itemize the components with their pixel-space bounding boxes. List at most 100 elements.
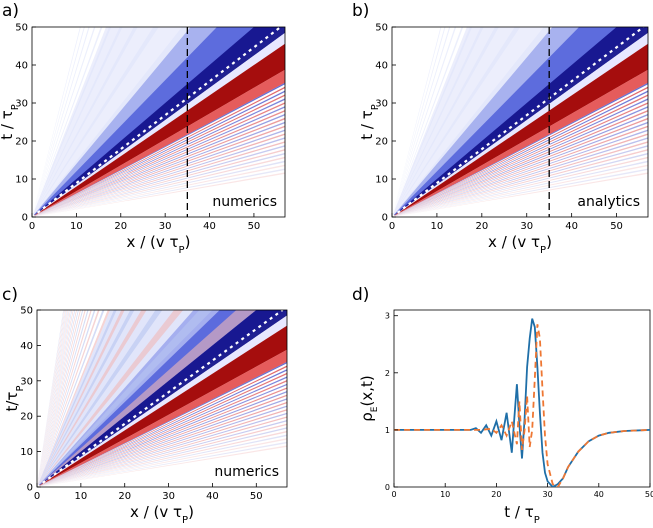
upper-stripe-band — [32, 27, 96, 217]
upper-stripe-band — [37, 310, 257, 487]
upper-stripe-band — [37, 310, 67, 487]
plot-frame — [36, 309, 288, 488]
striation-band — [37, 427, 287, 487]
striation-band — [37, 383, 287, 487]
upper-stripe-band — [37, 310, 100, 487]
upper-stripe-band — [37, 310, 92, 487]
striation-band — [37, 420, 287, 487]
striation-band — [392, 156, 648, 217]
striation-band — [32, 137, 285, 217]
striation-band — [37, 365, 287, 487]
upper-stripe-band — [392, 27, 446, 217]
y-tick-label: 50 — [15, 23, 28, 34]
upper-stripe-band — [37, 310, 213, 487]
striation-band — [37, 409, 287, 487]
upper-stripe-band — [37, 310, 73, 487]
upper-stripe-band — [37, 310, 65, 487]
x-tick-label: 30 — [520, 221, 533, 232]
y-tick-label: 0 — [27, 483, 33, 494]
x-tick-label: 0 — [389, 221, 395, 232]
upper-stripe-band — [37, 310, 117, 487]
striation-band — [32, 109, 285, 217]
y-tick-label: 2 — [385, 369, 390, 378]
striation-band — [37, 369, 287, 487]
x-tick-label: 0 — [391, 490, 396, 499]
x-tick-label: 40 — [206, 491, 219, 502]
y-tick-label: 0 — [385, 483, 390, 492]
y-tick-label: 20 — [15, 137, 28, 148]
striation-band — [392, 113, 648, 217]
striation-band — [392, 102, 648, 217]
y-tick-label: 50 — [20, 306, 33, 317]
heatmap-panel-c: 0 10 20 30 40 50 0 10 20 30 40 50 x / (v τP) t/τP nume… — [3, 306, 288, 526]
y-tick-label: 20 — [375, 137, 388, 148]
striation-band — [32, 113, 285, 217]
striation-band — [32, 133, 285, 217]
striation-band — [32, 117, 285, 217]
striation-band — [392, 82, 648, 217]
dotted-white-diagonal — [32, 27, 282, 217]
red-core-band — [392, 43, 648, 217]
upper-stripe-band — [37, 310, 89, 487]
y-tick-label: 10 — [15, 175, 28, 186]
striation-band — [392, 129, 648, 217]
y-tick-label: 40 — [375, 61, 388, 72]
upper-stripe-band — [37, 310, 147, 487]
striation-band — [32, 90, 285, 217]
upper-stripe-band — [37, 310, 68, 487]
x-tick-label: 30 — [159, 221, 172, 232]
y-tick-label: 30 — [375, 99, 388, 110]
plot-frame — [31, 26, 286, 218]
y-tick-label: 10 — [375, 175, 388, 186]
upper-stripe-band — [392, 27, 457, 217]
upper-stripe-band — [392, 27, 464, 217]
y-tick-label: 30 — [15, 99, 28, 110]
y-tick-label: 0 — [22, 213, 28, 224]
x-tick-label: 50 — [645, 490, 653, 499]
heatmap-field — [392, 27, 648, 217]
x-tick-label: 0 — [29, 221, 35, 232]
x-tick-label: 10 — [74, 491, 87, 502]
upper-stripe-band — [392, 27, 521, 217]
x-axis-label: x / (v τP) — [488, 233, 552, 256]
heatmap-field — [32, 27, 285, 217]
striation-band — [392, 168, 648, 217]
striation-band — [32, 145, 285, 217]
striation-band — [37, 361, 287, 487]
striation-band — [32, 129, 285, 217]
upper-stripe-band — [37, 310, 96, 487]
series-line-dashed — [394, 324, 650, 487]
upper-stripe-band — [37, 310, 69, 487]
y-tick-label: 10 — [20, 447, 33, 458]
upper-stripe-band — [37, 310, 79, 487]
upper-stripe-band — [32, 27, 123, 217]
y-tick-label: 40 — [20, 341, 33, 352]
striation-band — [37, 412, 287, 487]
striation-band — [37, 398, 287, 487]
striation-band — [392, 117, 648, 217]
y-axis-label: t/τP — [3, 386, 26, 412]
striation-band — [392, 106, 648, 217]
upper-stripe-band — [392, 27, 553, 217]
striation-band — [37, 434, 287, 487]
striation-band — [37, 372, 287, 487]
upper-stripe-band — [32, 27, 138, 217]
y-tick-label: 1 — [385, 426, 390, 435]
heatmap-field — [37, 310, 287, 487]
panel-label: c) — [2, 285, 18, 305]
panel-annotation: analytics — [577, 194, 640, 210]
striation-band — [32, 102, 285, 217]
striation-band — [392, 141, 648, 217]
striation-band — [392, 90, 648, 217]
striation-band — [32, 82, 285, 217]
upper-stripe-band — [32, 27, 90, 217]
striation-band — [32, 106, 285, 217]
panel-annotation: numerics — [212, 194, 277, 210]
upper-stripe-band — [37, 310, 66, 487]
y-tick-label: 50 — [375, 23, 388, 34]
x-axis-label: t / τP — [504, 503, 540, 526]
heatmap-panel-b: 0 10 20 30 40 50 0 10 20 30 40 50 x / (v τP) t / τP an… — [358, 23, 649, 256]
y-tick-label: 40 — [15, 61, 28, 72]
series-group — [394, 318, 650, 487]
